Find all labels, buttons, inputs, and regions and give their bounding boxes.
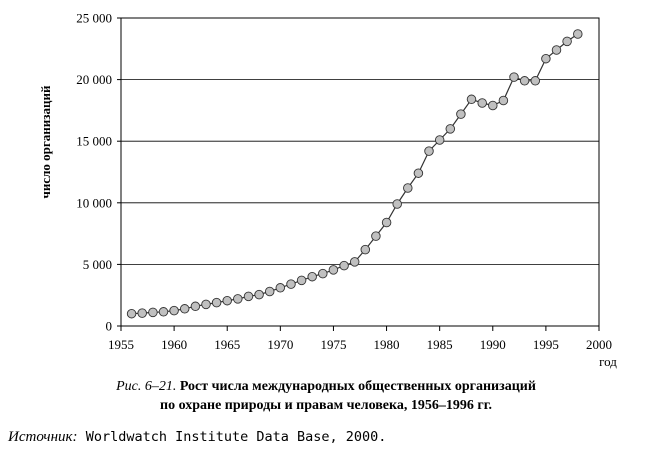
data-point xyxy=(201,299,211,310)
series-markers xyxy=(126,29,583,319)
x-tick-label: 1990 xyxy=(480,337,506,352)
x-tick-label: 1985 xyxy=(427,337,453,352)
y-tick-label: 20 000 xyxy=(76,72,112,87)
data-point xyxy=(307,271,317,282)
data-point xyxy=(477,98,487,108)
data-point xyxy=(530,76,541,86)
data-point xyxy=(137,308,147,318)
y-axis-label: число организаций xyxy=(38,85,53,198)
x-tick-label: 1975 xyxy=(320,337,346,352)
data-point xyxy=(381,217,392,228)
x-tick-label: 2000 xyxy=(586,337,612,352)
data-point xyxy=(371,231,381,241)
x-tick-label: 1980 xyxy=(374,337,400,352)
x-tick-label: 1960 xyxy=(161,337,187,352)
y-tick-label: 15 000 xyxy=(76,134,112,149)
data-point xyxy=(179,304,190,314)
data-point xyxy=(519,76,530,86)
data-point xyxy=(148,307,158,318)
y-tick-label: 25 000 xyxy=(76,11,112,26)
figure-title-line1: Рост числа международных общественных ор… xyxy=(179,379,536,394)
data-point xyxy=(551,45,562,55)
data-point xyxy=(573,29,583,39)
data-point xyxy=(233,294,243,304)
figure-caption: Рис. 6–21. Рост числа международных обще… xyxy=(0,378,652,395)
data-point xyxy=(434,135,445,145)
data-point xyxy=(222,295,232,306)
source-text: Worldwatch Institute Data Base, 2000. xyxy=(85,429,387,445)
data-point xyxy=(360,244,371,255)
data-point xyxy=(456,109,466,119)
grid-lines xyxy=(121,79,599,265)
y-tick-label: 10 000 xyxy=(76,195,112,210)
plot-area xyxy=(120,17,600,327)
data-point xyxy=(466,94,477,105)
x-tick-label: 1995 xyxy=(533,337,559,352)
source-label: Источник: xyxy=(8,429,78,445)
y-tick-label: 0 xyxy=(106,319,113,334)
data-point xyxy=(211,297,222,308)
data-point xyxy=(243,291,254,302)
data-point xyxy=(392,199,402,209)
data-point xyxy=(264,286,275,297)
data-point xyxy=(562,36,572,47)
data-point xyxy=(296,275,307,286)
data-point xyxy=(424,146,434,156)
x-tick-label: 1955 xyxy=(108,337,134,352)
y-axis-ticks: 0 5 000 10 000 15 000 20 000 25 000 xyxy=(76,11,121,334)
data-point xyxy=(158,307,169,317)
x-axis-label: год xyxy=(599,354,617,369)
data-point xyxy=(349,257,360,267)
data-point xyxy=(275,283,286,293)
figure-title-line2: по охране природы и правам человека, 195… xyxy=(160,398,492,413)
data-point xyxy=(318,268,328,279)
data-point xyxy=(328,265,339,275)
data-point xyxy=(126,308,137,319)
x-tick-label: 1965 xyxy=(214,337,240,352)
x-axis-ticks: 1955 1960 1965 1970 1975 1980 1985 1990 1995 2000 xyxy=(108,326,612,352)
data-point xyxy=(488,100,498,111)
data-point xyxy=(190,301,201,312)
figure-number: Рис. 6–21. xyxy=(116,379,177,394)
data-point xyxy=(445,124,456,134)
data-point xyxy=(286,279,296,289)
data-point xyxy=(403,183,413,193)
x-tick-label: 1970 xyxy=(267,337,293,352)
data-point xyxy=(413,168,424,178)
data-point xyxy=(254,289,264,300)
y-tick-label: 5 000 xyxy=(83,257,112,272)
data-point xyxy=(169,305,179,316)
data-point xyxy=(498,95,509,106)
data-point xyxy=(339,260,349,271)
source-note: Источник: Worldwatch Institute Data Base… xyxy=(8,428,386,446)
data-point xyxy=(509,72,519,82)
data-point xyxy=(541,53,551,64)
